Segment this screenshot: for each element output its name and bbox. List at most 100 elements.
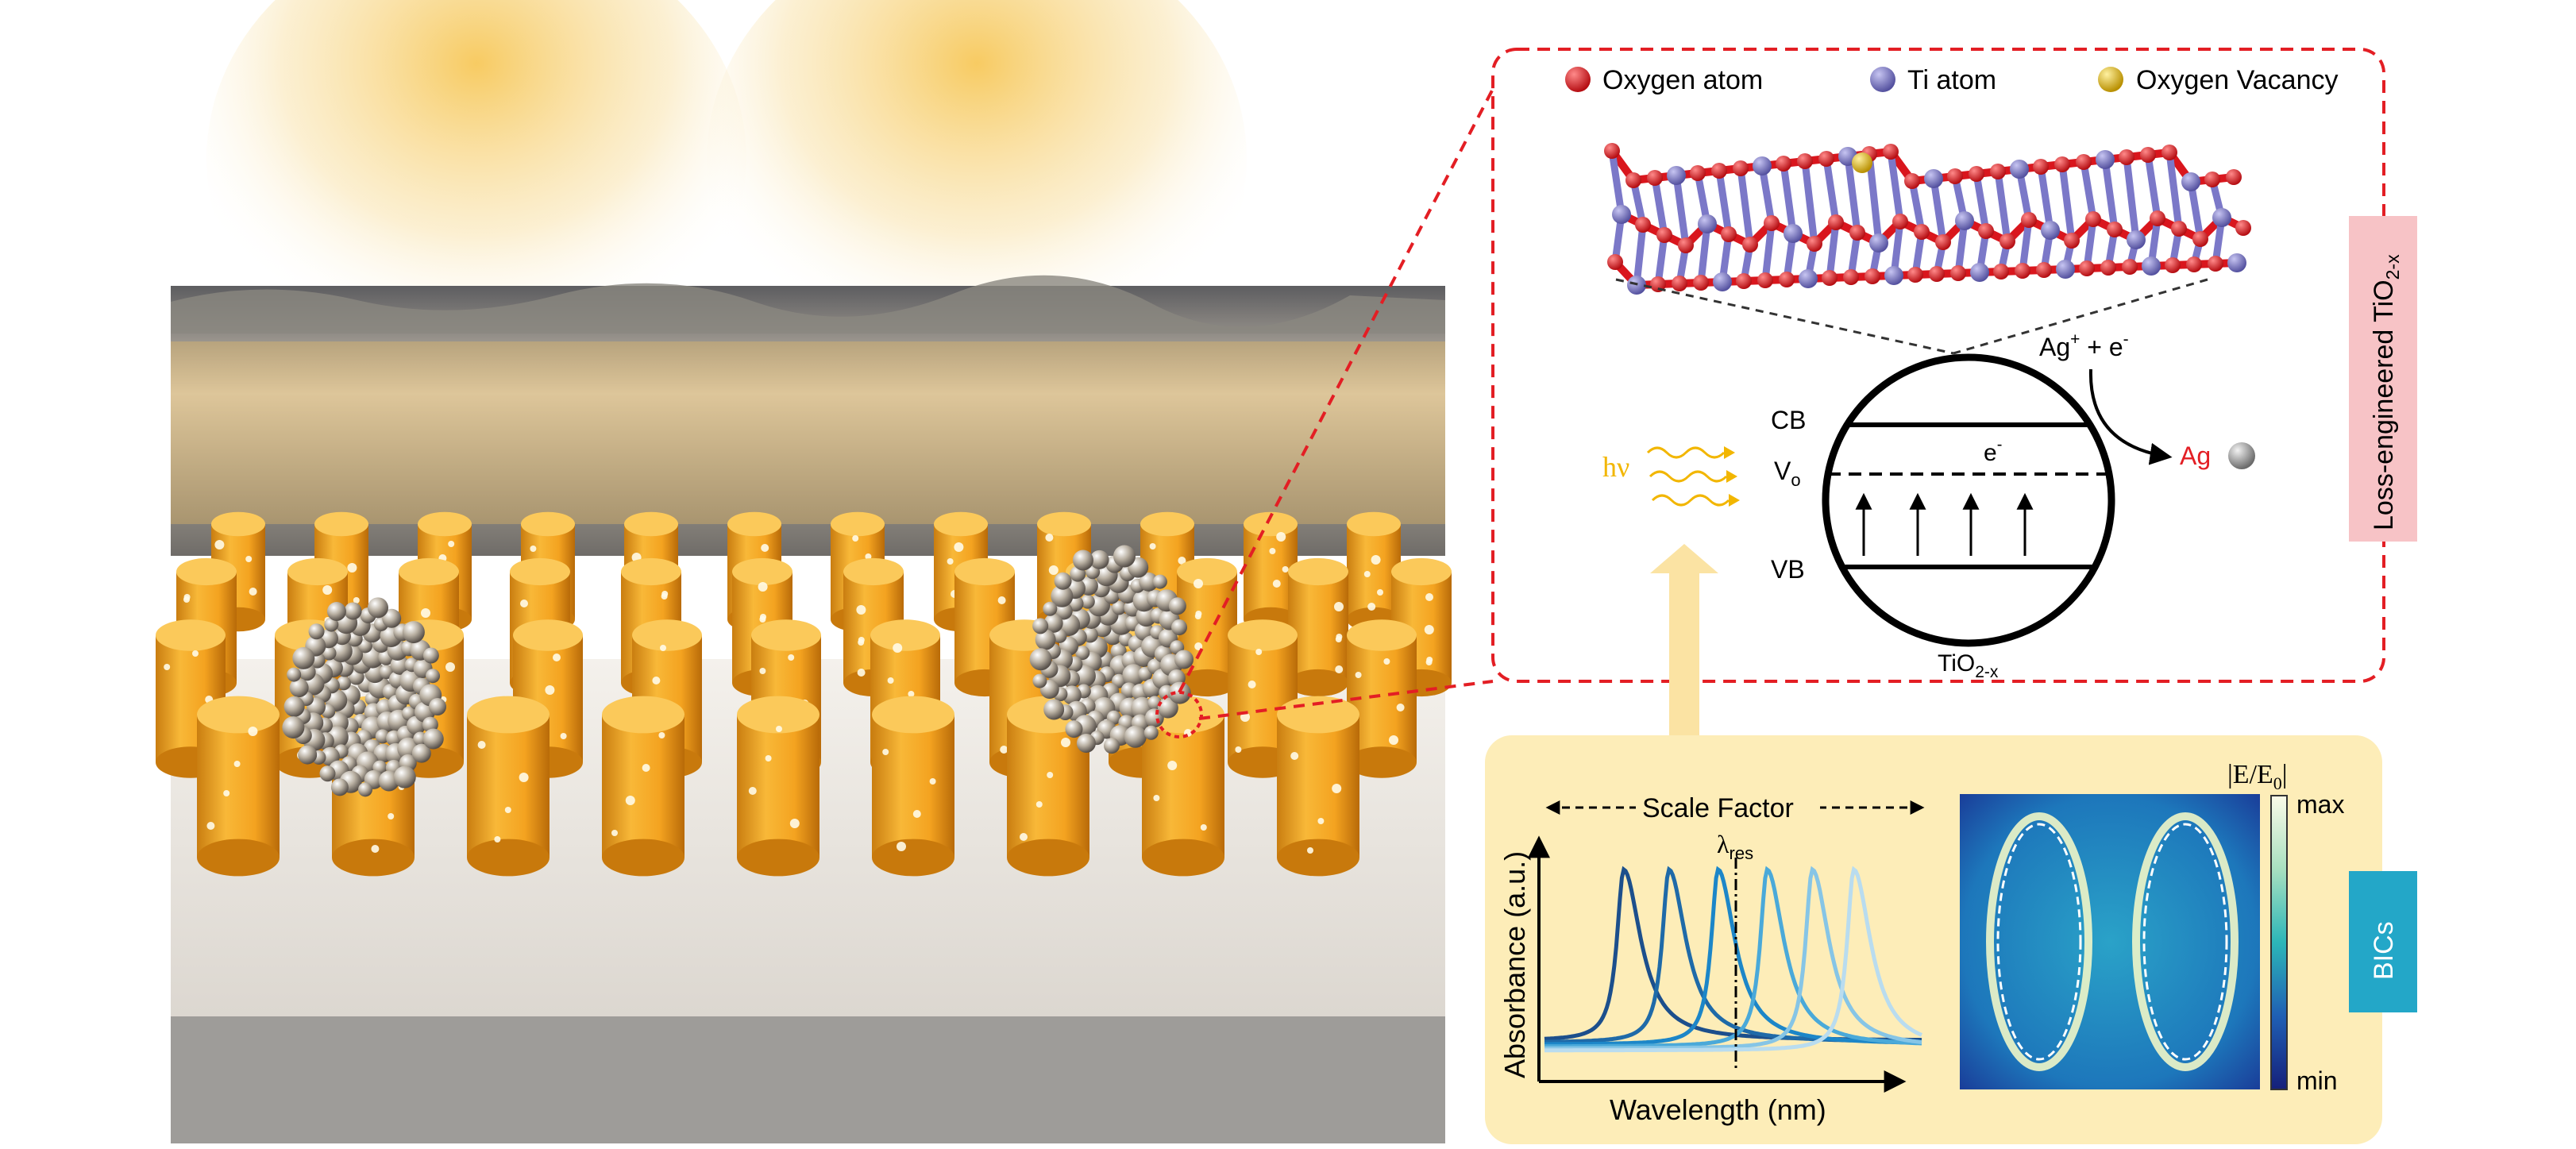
lattice-bond (2019, 216, 2033, 275)
oxygen-atom (1904, 173, 1920, 189)
lattice-bond (1822, 155, 1840, 226)
oxygen-atom (1757, 272, 1773, 288)
ti-atom (1667, 166, 1686, 185)
oxygen-atom (1742, 237, 1758, 253)
oxygen-atom (1625, 172, 1641, 188)
cb-label: CB (1771, 406, 1806, 434)
band-diagram: e- CB Vo VB TiO2-x (1771, 353, 2115, 681)
mechanism-panel-frame (1491, 48, 2385, 683)
oxygen-atom (2079, 260, 2095, 276)
ti-atom (2227, 253, 2246, 272)
oxygen-atom (1865, 268, 1880, 284)
silver-cluster (1029, 545, 1194, 754)
lattice-bond (1865, 150, 1883, 247)
field-label: |E/E0| (2227, 760, 2288, 793)
ti-atom (2041, 221, 2060, 240)
colorbar-min-label: min (2296, 1066, 2338, 1095)
ti-atom (1955, 211, 1974, 230)
oxygen-atom (1993, 264, 2009, 280)
magnifier-line-right (1953, 278, 2208, 355)
absorbance-curve-4 (1544, 866, 1922, 1049)
gold-pillar (197, 696, 280, 877)
field-enhancement-map: |E/E0| max min (1960, 760, 2344, 1095)
lattice-bond (1715, 167, 1733, 238)
oxygen-atom (1797, 153, 1813, 169)
lattice-bond (1887, 148, 1904, 226)
y-axis-label: Absorbance (a.u.) (1498, 851, 1531, 1078)
photon-arrowhead-2 (1726, 470, 1737, 483)
oxygen-atom (1647, 170, 1663, 186)
lattice-bond (2187, 178, 2204, 243)
oxygen-atom (2226, 169, 2242, 185)
lattice-bond (1633, 221, 1647, 289)
oxygen-atom (2186, 256, 2202, 272)
gold-pillar (1142, 696, 1224, 877)
reaction-arrow (2088, 368, 2173, 465)
oxygen-atom (1929, 266, 1945, 282)
photon-arrowhead-1 (1724, 446, 1735, 459)
oxygen-atom (1690, 165, 1706, 181)
legend-oxygen-vacancy: Oxygen Vacancy (2136, 65, 2339, 95)
oxygen-atom (1892, 214, 1908, 229)
silver-cluster (282, 597, 447, 797)
oxygen-atom (2150, 210, 2165, 226)
water-glow (171, 341, 1445, 524)
reaction-label: Ag+ + e- (2039, 330, 2129, 361)
lattice-bond (1758, 162, 1776, 227)
oxygen-atom-icon (1565, 67, 1591, 92)
water-surface (171, 275, 1445, 334)
oxygen-atom (1822, 270, 1838, 286)
lattice-bond (2058, 160, 2076, 245)
oxygen-atom (1935, 234, 1951, 250)
field-colorbar (2270, 795, 2288, 1090)
ti-atom (2096, 150, 2115, 169)
tio2x-label: TiO2-x (1938, 650, 1999, 681)
oxygen-atom (1776, 156, 1791, 172)
ti-atom (1612, 205, 1631, 224)
field-hotspot-right (2132, 812, 2239, 1071)
energy-arrow-shaft (1669, 572, 1699, 737)
oxygen-atom (1843, 269, 1859, 285)
oxygen-atom (1947, 168, 1963, 184)
absorbance-curve-3 (1544, 866, 1922, 1047)
oxygen-atom (1950, 265, 1966, 281)
lattice-bond (1672, 172, 1690, 249)
ti-atom (2127, 230, 2146, 249)
resonance-label: λres (1717, 830, 1753, 863)
oxygen-atom (2208, 256, 2223, 272)
oxygen-atom (1978, 223, 1994, 239)
scale-factor-label: Scale Factor (1642, 793, 1794, 823)
oxygen-vacancy-icon (2098, 67, 2123, 92)
colorbar-max-label: max (2296, 790, 2344, 819)
oxygen-atom (2015, 263, 2030, 279)
bics-label: BICs (2369, 921, 2399, 980)
tio2-crystal-lattice (1604, 143, 2251, 295)
ti-atom (1884, 266, 1903, 285)
lattice-bond (1737, 164, 1754, 249)
field-hotspot-left (1986, 812, 2092, 1071)
bics-tag-box (2349, 871, 2417, 1012)
photon-wave-3 (1651, 494, 1730, 507)
ti-atom (2212, 208, 2231, 227)
loss-engineered-tag: Loss-engineered TiO2-x (2349, 216, 2417, 542)
oxygen-atom (2085, 211, 2101, 227)
field-outline-left (1996, 823, 2082, 1061)
absorbance-series (1544, 866, 1922, 1053)
ag-product-label: Ag (2180, 441, 2211, 470)
gold-pillar (872, 696, 954, 877)
loss-engineered-tag-box (2349, 216, 2417, 542)
oxygen-atom (1969, 166, 1984, 182)
oxygen-atom (2021, 212, 2037, 228)
energy-arrow-head (1650, 544, 1718, 573)
lattice-bond (1930, 175, 1947, 246)
oxygen-atom (2100, 260, 2116, 276)
substrate-side (171, 1016, 1445, 1143)
oxygen-atom (1849, 225, 1865, 241)
lattice-bond (1826, 218, 1840, 282)
ti-atom (1924, 169, 1943, 188)
lattice-bond (2037, 163, 2054, 234)
oxygen-atom (1721, 226, 1737, 242)
oxygen-atom (1828, 214, 1844, 230)
lattice-bond (1654, 231, 1668, 288)
loss-engineered-label: Loss-engineered TiO2-x (2369, 254, 2403, 530)
